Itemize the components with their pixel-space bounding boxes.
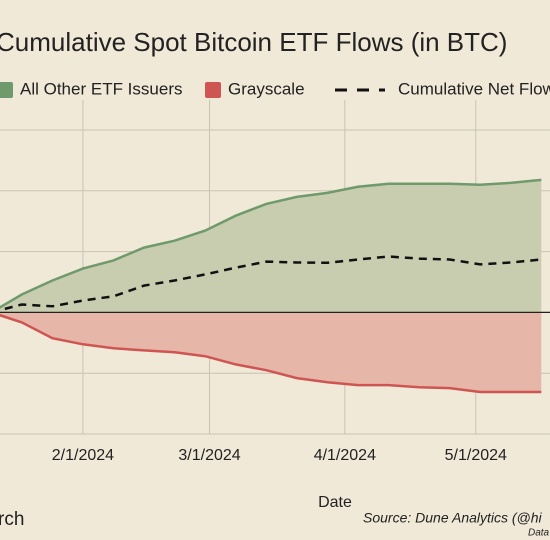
legend-label: Grayscale bbox=[228, 79, 305, 98]
net-flow-line bbox=[0, 255, 542, 312]
credit: rch bbox=[0, 509, 24, 530]
source-note: Data bbox=[528, 528, 550, 539]
legend-label: All Other ETF Issuers bbox=[20, 79, 182, 98]
legend-swatch bbox=[0, 82, 13, 98]
area-line bbox=[0, 178, 542, 309]
source: Source: Dune Analytics (@hi bbox=[363, 510, 543, 526]
area-line bbox=[0, 313, 542, 394]
x-tick-label: 3/1/2024 bbox=[178, 447, 240, 464]
legend-swatch bbox=[205, 82, 221, 98]
area-fill bbox=[0, 179, 542, 313]
area-fill bbox=[0, 312, 542, 392]
legend-label: Cumulative Net Flow bbox=[398, 79, 550, 98]
x-axis-label: Date bbox=[318, 494, 352, 511]
x-tick-label: 4/1/2024 bbox=[314, 447, 376, 464]
x-tick-label: 2/1/2024 bbox=[52, 447, 114, 464]
x-tick-label: 5/1/2024 bbox=[445, 447, 507, 464]
chart-title: Cumulative Spot Bitcoin ETF Flows (in BT… bbox=[0, 27, 507, 57]
